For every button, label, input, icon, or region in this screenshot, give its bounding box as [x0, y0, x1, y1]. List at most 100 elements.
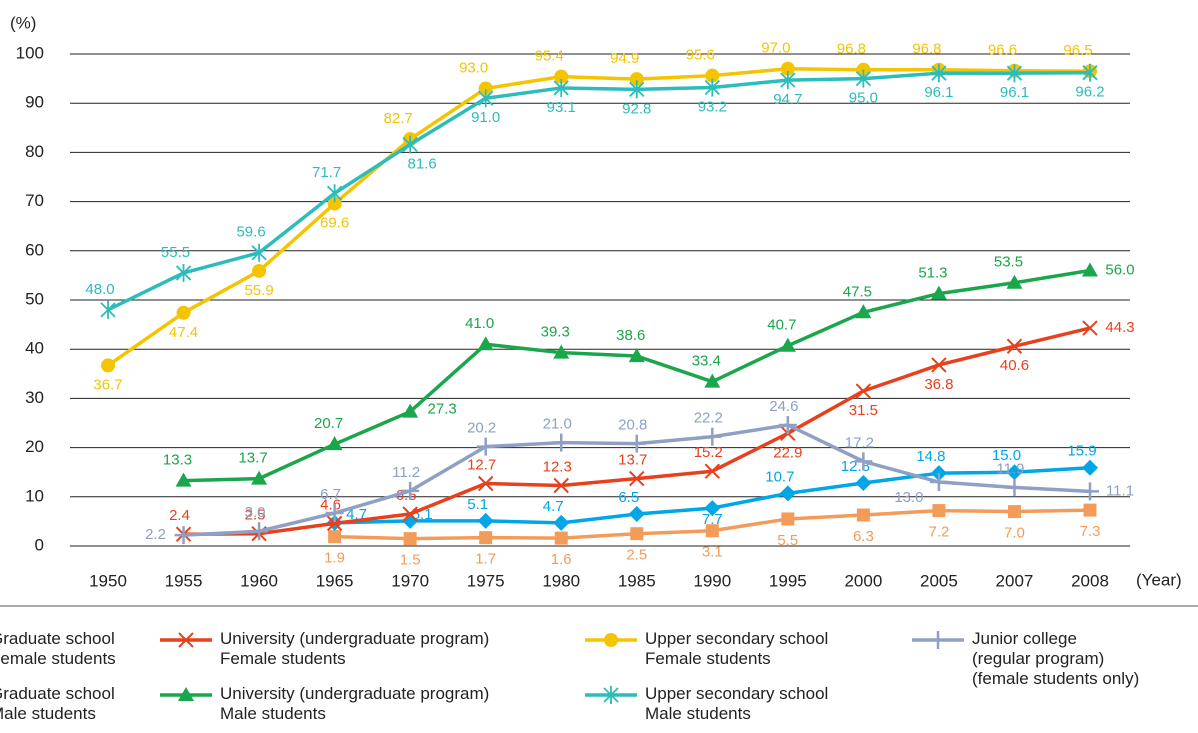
value-label: 2.4	[169, 507, 190, 524]
marker	[704, 78, 720, 97]
value-label: 36.7	[93, 376, 122, 393]
value-label: 7.0	[1004, 525, 1025, 542]
value-label: 69.6	[320, 215, 349, 232]
marker	[779, 337, 796, 352]
value-label: 44.3	[1105, 319, 1134, 336]
marker	[251, 243, 267, 262]
marker	[479, 531, 493, 545]
marker	[552, 433, 571, 452]
marker	[100, 300, 116, 319]
marker	[401, 481, 420, 500]
value-label: 27.3	[428, 401, 457, 418]
value-label: 36.8	[924, 376, 953, 393]
value-label: 17.2	[845, 434, 874, 451]
marker	[627, 434, 646, 453]
legend-label: Junior college (regular program) (female s…	[972, 629, 1139, 688]
marker	[855, 475, 872, 492]
marker	[176, 305, 191, 320]
value-label: 15.2	[694, 444, 723, 461]
marker	[326, 184, 343, 203]
x-tick-label: 1980	[542, 571, 580, 590]
value-label: 13.0	[894, 489, 923, 506]
legend-label: Upper secondary school Male students	[645, 684, 828, 723]
marker	[932, 504, 946, 518]
marker	[704, 463, 721, 479]
value-label: 48.0	[85, 281, 114, 298]
legend-item: Graduate school Female students	[0, 629, 116, 668]
value-label: 47.4	[169, 324, 198, 341]
legend-label: Graduate school Male students	[0, 684, 115, 723]
value-label: 12.7	[467, 456, 496, 473]
value-label: 2.5	[245, 507, 266, 524]
series: 1.9 1.5 1.7 1.6 2.5 3.1 5.5 6.3 7.2 7.0 7.3	[324, 503, 1100, 569]
value-label: 93.1	[547, 99, 576, 116]
marker	[1006, 274, 1023, 289]
y-tick-label: 70	[25, 191, 44, 210]
value-label: 59.6	[236, 224, 265, 241]
marker	[628, 348, 645, 363]
value-label: 55.9	[244, 282, 273, 299]
y-tick-label: 50	[25, 289, 44, 308]
legend-label: University (undergraduate program) Male s…	[220, 684, 489, 723]
series: 13.3 13.7 20.7 27.3 41.0 39.3 38.6 33.4 40.7 47.5…	[163, 254, 1135, 487]
series-line	[106, 67, 1091, 367]
marker	[855, 69, 872, 88]
value-label: 96.1	[924, 84, 953, 101]
marker	[629, 470, 645, 487]
value-label: 5.5	[777, 532, 798, 549]
value-label: 96.6	[988, 42, 1017, 59]
marker	[1007, 505, 1021, 519]
value-label: 56.0	[1105, 261, 1134, 278]
legend-item: Upper secondary school Female students	[585, 629, 828, 668]
marker	[1006, 338, 1023, 354]
marker	[929, 473, 948, 492]
series: 2.2 3.0 6.7 11.2 20.2 21.0 20.8 22.2 24.6 17.2 13.…	[145, 398, 1134, 545]
marker	[1081, 482, 1099, 501]
value-label: 95.4	[535, 48, 564, 65]
y-tick-label: 30	[25, 388, 44, 407]
marker	[327, 196, 342, 211]
x-tick-label: 1960	[240, 571, 278, 590]
value-label: 95.6	[686, 47, 715, 64]
marker	[705, 68, 720, 83]
value-label: 81.6	[408, 155, 437, 172]
value-label: 96.8	[912, 41, 941, 58]
value-label: 97.0	[761, 40, 790, 57]
value-label: 1.7	[475, 551, 496, 568]
legend-item: Upper secondary school Male students	[585, 684, 828, 723]
x-tick-label: 2005	[920, 571, 958, 590]
marker	[403, 532, 417, 546]
value-label: 13.3	[163, 452, 192, 469]
marker	[477, 512, 494, 529]
x-tick-label: 2008	[1071, 571, 1109, 590]
marker	[1082, 320, 1098, 336]
legend-item: Graduate school Male students	[0, 684, 115, 723]
value-label: 15.0	[992, 447, 1021, 464]
value-label: 22.2	[694, 410, 723, 427]
series: 36.7 47.4 55.9 69.6 82.7 93.0 95.4 94.9 95.6 97.0…	[93, 40, 1097, 393]
x-tick-label: 1975	[467, 571, 505, 590]
value-label: 13.7	[618, 452, 647, 469]
marker	[855, 383, 872, 399]
value-label: 10.7	[765, 468, 794, 485]
value-label: 53.5	[994, 254, 1023, 271]
value-label: 1.6	[551, 551, 572, 568]
marker	[402, 135, 418, 154]
x-axis-label: (Year)	[1136, 570, 1182, 589]
series: 48.0 55.5 59.6 71.7 81.6 91.0 93.1 92.8 93.2 94.7…	[85, 63, 1105, 319]
value-label: 3.1	[702, 544, 723, 561]
value-label: 20.2	[467, 420, 496, 437]
value-label: 39.3	[541, 324, 570, 341]
marker	[553, 514, 570, 531]
marker	[101, 358, 115, 373]
value-label: 20.8	[618, 417, 647, 434]
marker	[250, 522, 269, 541]
x-tick-label: 1985	[618, 571, 656, 590]
marker	[704, 500, 721, 517]
value-label: 94.9	[610, 50, 639, 67]
value-label: 93.0	[459, 59, 488, 76]
marker	[1005, 478, 1024, 497]
marker	[476, 437, 495, 456]
marker	[781, 512, 795, 526]
marker	[705, 524, 719, 538]
